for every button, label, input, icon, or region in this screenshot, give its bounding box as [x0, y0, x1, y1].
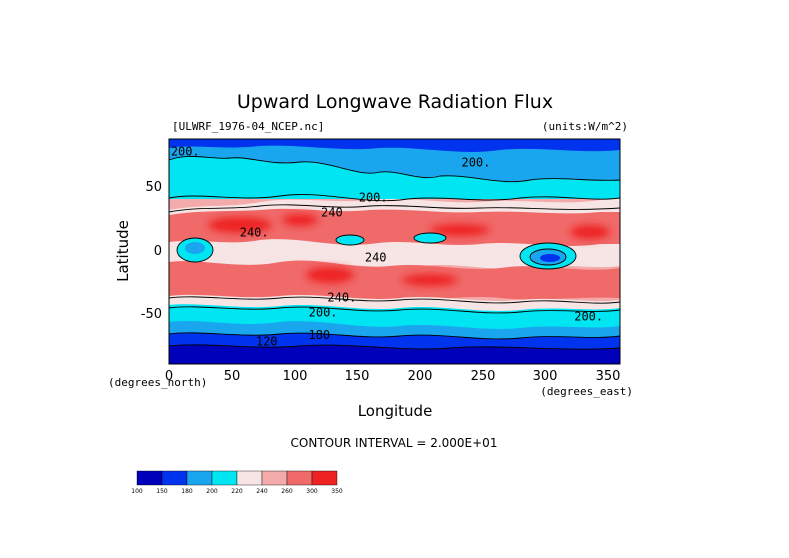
x-tick-label: 50 — [224, 369, 241, 384]
colorbar-tick-label: 200 — [206, 488, 218, 495]
contour-value-label: 180 — [308, 328, 330, 342]
contour-line — [169, 204, 620, 213]
colorbar-tick-label: 300 — [306, 488, 318, 495]
contour-value-label: 200. — [171, 144, 200, 158]
colorbar-tick-label: 100 — [131, 488, 143, 495]
hot-spot-pacific — [430, 224, 490, 236]
colorbar-tick-label: 350 — [331, 488, 343, 495]
band-south-salmon — [169, 260, 620, 303]
contour-value-label: 240. — [327, 291, 356, 305]
contour-line — [169, 296, 620, 304]
cell-amazon-core — [540, 254, 560, 262]
x-tick-label: 250 — [471, 369, 496, 384]
contour-value-label: 240. — [240, 226, 269, 240]
contour-value-label: 200. — [461, 156, 490, 170]
band-equator-light — [169, 239, 620, 269]
band-south-navy — [169, 344, 620, 364]
file-label: [ULWRF_1976-04_NCEP.nc] — [172, 120, 324, 133]
colorbar-swatch — [286, 470, 313, 486]
hot-spot-southpac — [402, 274, 458, 286]
colorbar-tick-label: 180 — [181, 488, 193, 495]
contour-line — [519, 242, 577, 270]
colorbar-swatch — [186, 470, 213, 486]
hot-spot-arabia — [282, 214, 318, 226]
y-axis-label: Latitude — [114, 220, 132, 282]
x-units-label: (degrees_east) — [540, 385, 633, 398]
units-label: (units:W/m^2) — [542, 120, 628, 133]
contour-interval-label: CONTOUR INTERVAL = 2.000E+01 — [291, 436, 498, 450]
x-tick-label: 300 — [533, 369, 558, 384]
colorbar-swatch — [261, 470, 288, 486]
contour-line — [169, 306, 620, 314]
cell-maritime — [336, 235, 364, 245]
contour-line — [169, 194, 620, 202]
x-axis-ticks: 0 50 100 150 200 250 300 350 — [165, 369, 621, 384]
colorbar-tick-label: 260 — [281, 488, 293, 495]
x-tick-label: 350 — [596, 369, 621, 384]
x-tick-label: 100 — [283, 369, 308, 384]
contour-value-label: 120 — [256, 334, 278, 348]
hot-spots — [208, 214, 610, 286]
contour-value-label: 240 — [321, 206, 343, 220]
cell-africa-core — [185, 242, 205, 254]
contour-value-label: 200. — [309, 306, 338, 320]
contour-line — [176, 237, 214, 263]
contour-value-label: 240 — [365, 251, 387, 265]
band-north-darkblue — [169, 139, 620, 152]
hot-spot-australia — [306, 267, 354, 283]
y-tick-label: 50 — [145, 180, 162, 195]
contour-line — [169, 344, 620, 350]
x-axis-label: Longitude — [358, 402, 433, 420]
contour-line — [529, 248, 567, 266]
colorbar-tick-label: 240 — [256, 488, 268, 495]
flux-field — [169, 139, 620, 364]
y-tick-label: 0 — [154, 244, 162, 259]
colorbar-tick-label: 150 — [156, 488, 168, 495]
contour-line — [335, 234, 365, 246]
chart-title: Upward Longwave Radiation Flux — [237, 91, 553, 113]
colorbar-tick-label: 220 — [231, 488, 243, 495]
colorbar-swatch — [211, 470, 238, 486]
contour-line — [169, 155, 620, 183]
contour-line — [169, 332, 620, 340]
hot-spot-atlantic — [570, 225, 610, 239]
y-units-label: (degrees_north) — [108, 376, 207, 389]
contour-lines — [169, 155, 620, 350]
colorbar-swatch — [311, 470, 338, 486]
contour-value-label: 200. — [574, 309, 603, 323]
y-axis-ticks: 50 0 -50 — [141, 180, 162, 322]
hot-spot-africa — [208, 217, 272, 233]
x-tick-label: 150 — [345, 369, 370, 384]
y-tick-label: -50 — [141, 307, 162, 322]
x-tick-label: 0 — [165, 369, 173, 384]
colorbar-swatch — [236, 470, 263, 486]
colorbar: 100 150 180 200 220 240 260 300 350 — [131, 470, 343, 495]
colorbar-swatch — [136, 470, 163, 486]
colorbar-swatch — [161, 470, 188, 486]
x-tick-label: 200 — [408, 369, 433, 384]
plot-frame — [168, 138, 621, 365]
contour-value-label: 200. — [359, 191, 388, 205]
cell-pacific — [414, 233, 446, 243]
contour-line — [413, 232, 447, 244]
band-north-blue — [169, 139, 620, 182]
